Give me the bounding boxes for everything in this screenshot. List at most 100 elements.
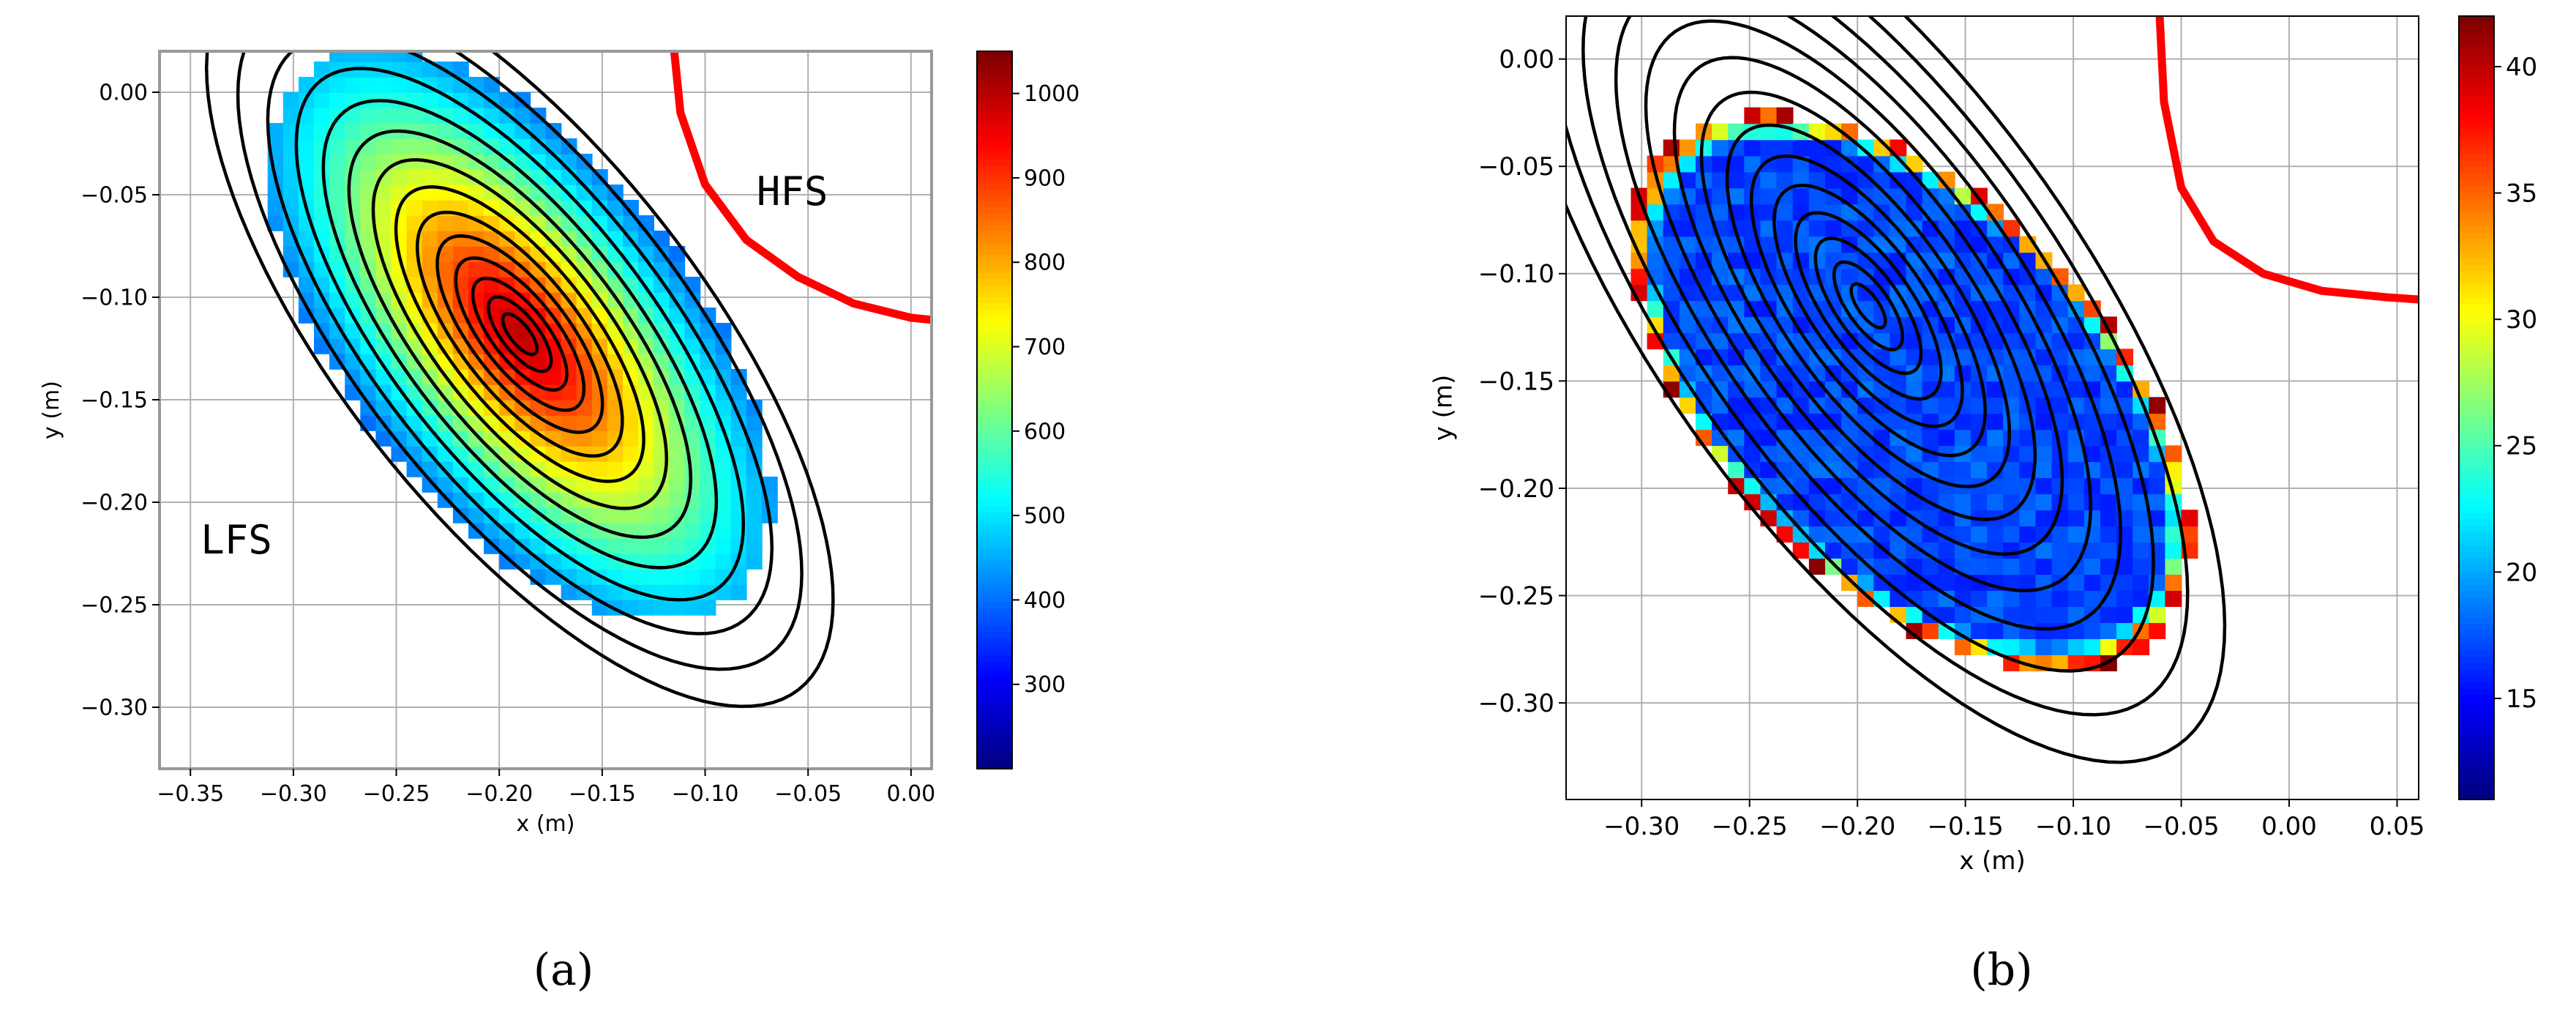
heatmap-cell	[1938, 220, 1955, 237]
heatmap-cell	[406, 138, 423, 154]
colorbar-segment	[977, 284, 1012, 291]
heatmap-cell	[329, 51, 345, 62]
colorbar-tick-label: 20	[2506, 558, 2537, 587]
flux-contour	[1614, 16, 2122, 631]
colorbar-segment	[977, 643, 1012, 650]
heatmap-cell	[484, 523, 500, 539]
colorbar-segment	[2459, 270, 2494, 278]
colorbar-segment	[977, 63, 1012, 70]
heatmap-cell	[1938, 381, 1955, 398]
heatmap-cell	[684, 477, 701, 493]
heatmap-cell	[1906, 171, 1923, 189]
colorbar-segment	[977, 649, 1012, 656]
heatmap-cell	[375, 108, 392, 124]
heatmap-cell	[591, 553, 608, 570]
heatmap-cell	[452, 246, 469, 262]
colorbar-segment	[977, 296, 1012, 303]
colorbar-segment	[977, 51, 1012, 59]
colorbar-segment	[977, 625, 1012, 633]
heatmap-cell	[1906, 365, 1923, 382]
heatmap-cell	[2149, 477, 2166, 495]
y-axis-label: y (m)	[1429, 375, 1459, 441]
colorbar-segment	[2459, 780, 2494, 788]
heatmap-cell	[2083, 365, 2101, 382]
heatmap-cell	[1808, 493, 1826, 511]
heatmap-cell	[1841, 526, 1858, 543]
heatmap-cell	[2051, 348, 2069, 366]
heatmap-cell	[345, 169, 362, 185]
heatmap-cell	[1808, 252, 1826, 269]
heatmap-cell	[1760, 171, 1778, 189]
colorbar-segment	[2459, 75, 2494, 83]
colorbar-segment	[2459, 290, 2494, 298]
heatmap-cell	[623, 477, 639, 493]
heatmap-cell	[1792, 139, 1810, 157]
colorbar-segment	[2459, 329, 2494, 337]
colorbar-segment	[2459, 120, 2494, 128]
heatmap-cell	[1971, 526, 1988, 543]
heatmap-cell	[654, 430, 670, 447]
heatmap-cell	[2019, 606, 2037, 623]
heatmap-cell	[715, 461, 732, 477]
colorbar-segment	[977, 332, 1012, 339]
x-tick-label: −0.30	[260, 781, 327, 807]
heatmap-cell	[2035, 413, 2053, 430]
heatmap-cell	[746, 553, 763, 570]
heatmap-cell	[1776, 139, 1794, 157]
colorbar-tick-label: 600	[1024, 419, 1066, 444]
heatmap-cell	[2100, 606, 2117, 623]
heatmap-cell	[391, 338, 408, 354]
heatmap-cell	[1987, 429, 2004, 447]
colorbar-segment	[977, 248, 1012, 256]
heatmap-cell	[406, 415, 423, 431]
colorbar-segment	[2459, 68, 2494, 76]
colorbar-segment	[2459, 388, 2494, 396]
heatmap-cell	[2083, 638, 2101, 655]
heatmap-cell	[391, 184, 408, 201]
heatmap-cell	[576, 461, 593, 477]
heatmap-cell	[1841, 381, 1858, 398]
heatmap-cell	[669, 461, 686, 477]
flux-contour	[371, 158, 669, 510]
heatmap-cell	[1938, 268, 1955, 286]
colorbar-segment	[977, 733, 1012, 740]
heatmap-cell	[1954, 574, 1972, 591]
colorbar-segment	[2459, 335, 2494, 343]
heatmap-cell	[623, 415, 639, 431]
colorbar-segment	[977, 595, 1012, 603]
y-tick-label: 0.00	[1499, 45, 1554, 75]
colorbar-segment	[977, 547, 1012, 554]
heatmap-cell	[1890, 300, 1907, 318]
heatmap-cell	[746, 492, 763, 508]
heatmap-cell	[2051, 638, 2069, 655]
heatmap-cell	[1938, 622, 1955, 639]
colorbar-segment	[977, 756, 1012, 764]
heatmap-cell	[1808, 526, 1826, 543]
heatmap-cell	[484, 338, 500, 354]
colorbar-segment	[2459, 767, 2494, 775]
heatmap-cell	[1776, 187, 1794, 205]
heatmap-cell	[1906, 606, 1923, 623]
heatmap-cell	[638, 523, 654, 539]
heatmap-cell	[561, 553, 577, 570]
heatmap-cell	[2067, 590, 2085, 607]
heatmap-cell	[623, 507, 639, 523]
heatmap-cell	[499, 169, 516, 185]
heatmap-cell	[1954, 461, 1972, 479]
colorbar-segment	[2459, 42, 2494, 50]
heatmap-cell	[1938, 348, 1955, 366]
heatmap-cell	[730, 584, 747, 600]
heatmap-cell	[2003, 477, 2021, 495]
heatmap-cell	[2165, 445, 2182, 463]
colorbar-segment	[977, 679, 1012, 686]
heatmap-cell	[1679, 139, 1696, 157]
colorbar-segment	[2459, 453, 2494, 461]
colorbar-segment	[977, 123, 1012, 130]
heatmap-cell	[1841, 268, 1858, 286]
heatmap-cell	[2035, 461, 2053, 479]
colorbar-segment	[2459, 532, 2494, 540]
heatmap-cell	[1776, 429, 1794, 447]
heatmap-cell	[437, 215, 454, 231]
colorbar-segment	[2459, 297, 2494, 305]
heatmap-cell	[1728, 155, 1745, 173]
